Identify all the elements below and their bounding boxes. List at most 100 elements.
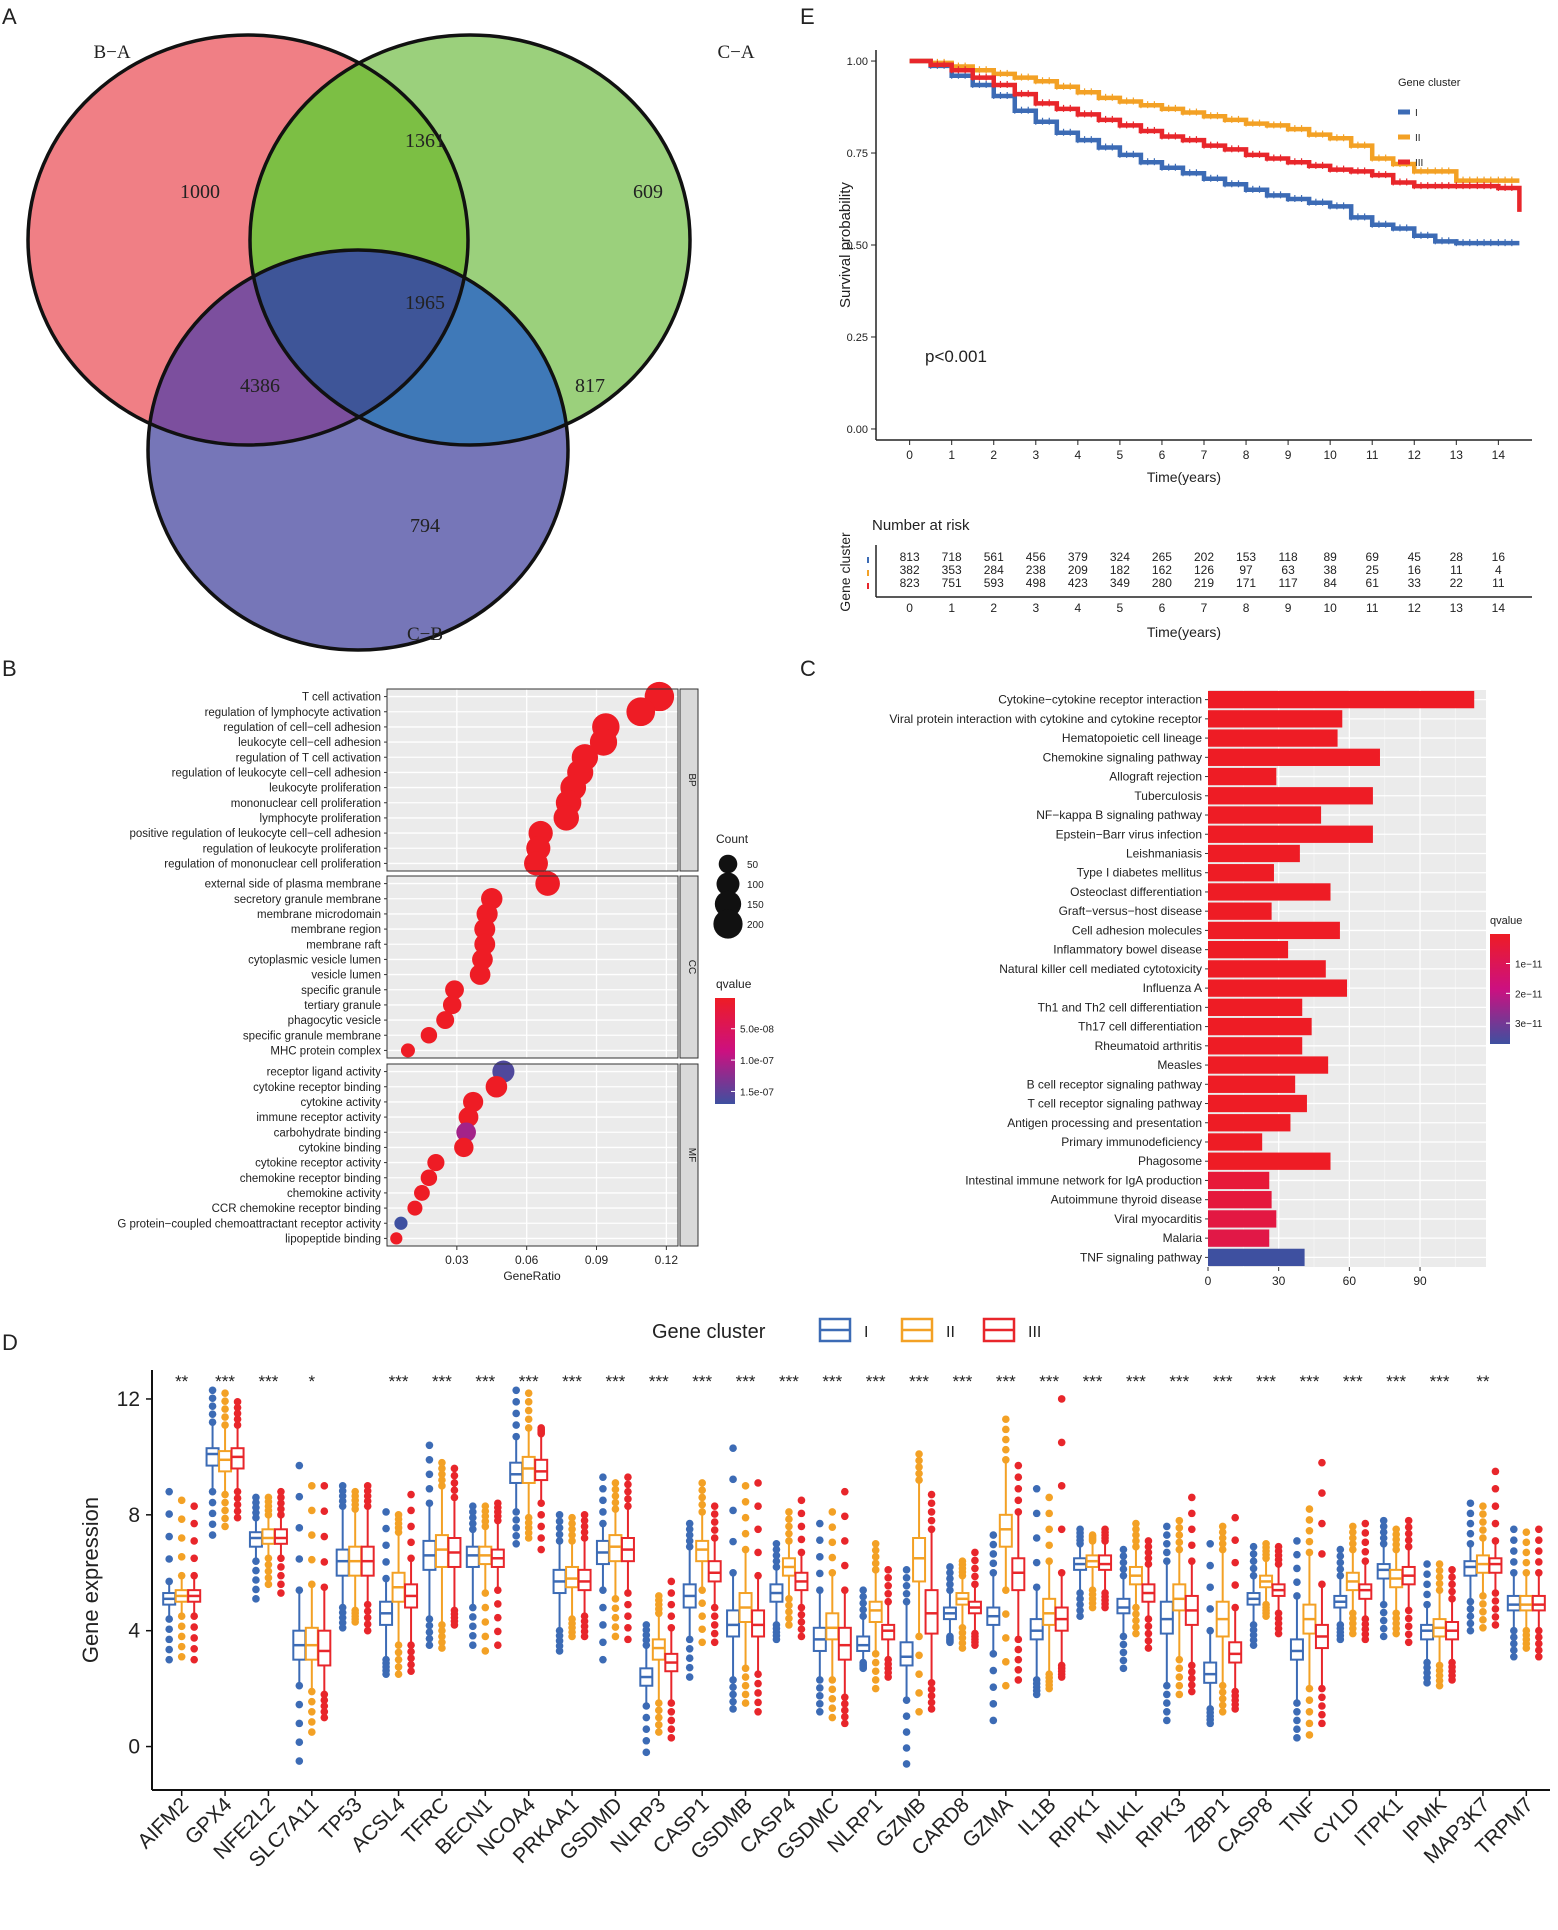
box-outlier bbox=[382, 1574, 390, 1583]
box-outlier bbox=[1522, 1538, 1531, 1547]
kegg-term-label: T cell receptor signaling pathway bbox=[1027, 1097, 1202, 1111]
go-dot bbox=[463, 1091, 484, 1113]
box-outlier bbox=[828, 1704, 837, 1712]
box-outlier bbox=[1404, 1542, 1413, 1551]
box-outlier bbox=[494, 1627, 502, 1636]
box-outlier bbox=[698, 1493, 706, 1502]
box-outlier bbox=[599, 1519, 607, 1528]
km-x-tick-label: 0 bbox=[906, 448, 913, 462]
box-outlier bbox=[655, 1699, 663, 1707]
box-outlier bbox=[741, 1673, 750, 1681]
box-outlier bbox=[208, 1386, 217, 1395]
box-outlier bbox=[927, 1499, 936, 1508]
box-outlier bbox=[320, 1507, 329, 1516]
box-outlier bbox=[1361, 1557, 1370, 1565]
box-outlier bbox=[599, 1655, 607, 1664]
box-iqr bbox=[577, 1568, 592, 1592]
box-outlier bbox=[1002, 1435, 1010, 1444]
box-iqr bbox=[218, 1450, 233, 1473]
box-outlier bbox=[871, 1684, 880, 1693]
box-outlier bbox=[871, 1559, 880, 1568]
go-term-label: T cell activation bbox=[302, 692, 381, 704]
box-outlier bbox=[177, 1534, 186, 1542]
box-outlier bbox=[1293, 1564, 1301, 1573]
box-outlier bbox=[1404, 1614, 1413, 1623]
box-outlier bbox=[438, 1476, 446, 1484]
box-outlier bbox=[1132, 1610, 1140, 1618]
box-outlier bbox=[190, 1634, 198, 1642]
box-outlier bbox=[233, 1494, 242, 1502]
risk-table-x-tick-label: 13 bbox=[1450, 601, 1464, 615]
box-outlier bbox=[989, 1559, 998, 1568]
box-outlier bbox=[177, 1632, 186, 1641]
box-iqr bbox=[608, 1534, 623, 1563]
box-outlier bbox=[816, 1586, 824, 1594]
box-iqr bbox=[837, 1626, 852, 1661]
box-outlier bbox=[816, 1692, 824, 1700]
kegg-term-label: Th17 cell differentiation bbox=[1078, 1020, 1202, 1034]
box-outlier bbox=[450, 1493, 459, 1502]
box-outlier bbox=[308, 1531, 316, 1539]
box-outlier bbox=[537, 1545, 545, 1554]
go-size-legend-label: 200 bbox=[747, 920, 764, 931]
box-outlier bbox=[841, 1586, 849, 1594]
kegg-term-label: Viral protein interaction with cytokine … bbox=[889, 712, 1202, 726]
box-outlier bbox=[295, 1738, 304, 1747]
box-outlier bbox=[1132, 1623, 1140, 1631]
box-outlier bbox=[710, 1603, 719, 1612]
box-iqr bbox=[509, 1461, 524, 1484]
box-gene-label: GZMA bbox=[958, 1793, 1017, 1852]
box-outlier bbox=[927, 1685, 936, 1694]
box-outlier bbox=[1522, 1548, 1531, 1557]
box-outlier bbox=[772, 1551, 781, 1560]
risk-table-cell: 162 bbox=[1152, 563, 1172, 577]
km-x-tick-label: 5 bbox=[1117, 448, 1124, 462]
box-outlier bbox=[1293, 1550, 1301, 1559]
box-outlier bbox=[1361, 1529, 1370, 1537]
kegg-color-legend-title: qvalue bbox=[1490, 915, 1522, 927]
box-outlier bbox=[1510, 1646, 1518, 1655]
box-outlier bbox=[1163, 1548, 1171, 1557]
box-outlier bbox=[1318, 1693, 1326, 1702]
box-iqr bbox=[1098, 1554, 1113, 1571]
colorbar-tick-label: 1.0e-07 bbox=[740, 1056, 774, 1067]
box-outlier bbox=[1535, 1536, 1543, 1544]
go-term-label: CCR chemokine receptor binding bbox=[212, 1203, 381, 1215]
box-outlier bbox=[741, 1529, 750, 1538]
box-outlier bbox=[1435, 1566, 1444, 1575]
box-iqr bbox=[695, 1539, 710, 1563]
box-outlier bbox=[177, 1652, 186, 1661]
box-outlier bbox=[915, 1670, 923, 1678]
box-outlier bbox=[425, 1441, 434, 1450]
box-outlier bbox=[177, 1612, 186, 1621]
box-outlier bbox=[859, 1586, 867, 1594]
box-outlier bbox=[264, 1574, 273, 1582]
box-outlier bbox=[1002, 1681, 1010, 1690]
box-outlier bbox=[624, 1502, 632, 1510]
box-outlier bbox=[1014, 1473, 1023, 1481]
kegg-barplot-panel: Cytokine−cytokine receptor interaction Vi… bbox=[889, 690, 1543, 1288]
kegg-bar bbox=[1208, 787, 1373, 805]
go-dot bbox=[436, 1011, 455, 1030]
box-outlier bbox=[1188, 1509, 1196, 1518]
box-outlier bbox=[1305, 1526, 1314, 1535]
box-outlier bbox=[828, 1685, 837, 1694]
risk-table-cell: 11 bbox=[1450, 563, 1463, 577]
box-outlier bbox=[754, 1571, 762, 1580]
go-dot bbox=[420, 1027, 438, 1044]
box-iqr bbox=[335, 1548, 350, 1577]
box-outlier bbox=[1349, 1522, 1357, 1531]
risk-table-cell: 25 bbox=[1366, 563, 1380, 577]
box-outlier bbox=[698, 1486, 706, 1495]
box-outlier bbox=[841, 1700, 849, 1708]
box-outlier bbox=[642, 1713, 651, 1722]
box-outlier bbox=[524, 1389, 533, 1397]
kegg-bar bbox=[1208, 1114, 1291, 1132]
box-outlier bbox=[710, 1612, 719, 1621]
kegg-bar bbox=[1208, 1133, 1263, 1151]
kegg-term-label: Tuberculosis bbox=[1134, 789, 1202, 803]
box-outlier bbox=[871, 1667, 880, 1676]
box-outlier bbox=[1535, 1646, 1543, 1655]
box-iqr bbox=[1116, 1597, 1131, 1615]
box-outlier bbox=[797, 1618, 806, 1626]
